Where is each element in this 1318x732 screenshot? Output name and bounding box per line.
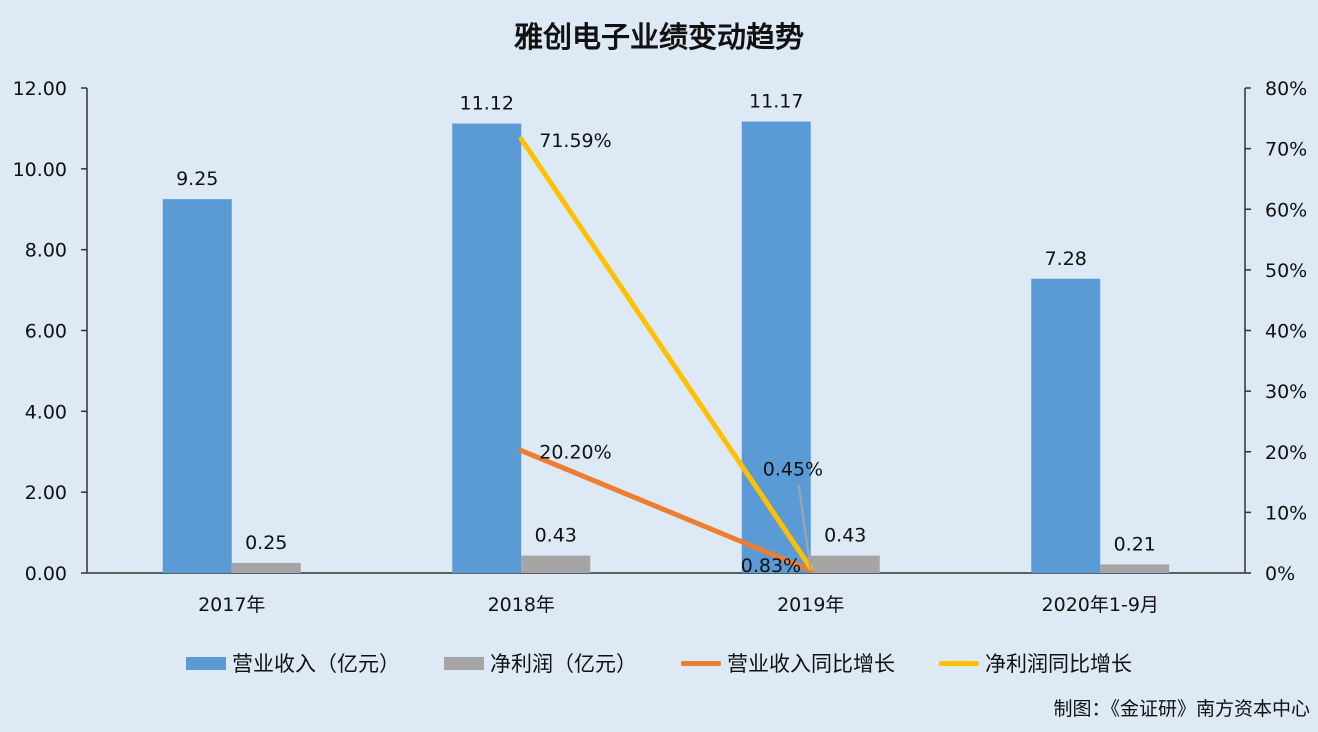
x-tick-label: 2017年 (198, 594, 265, 616)
y-left-tick-label: 12.00 (13, 78, 67, 100)
x-tick-label: 2020年1-9月 (1042, 594, 1159, 616)
legend-swatch-profit-growth (939, 660, 979, 666)
profit-bar (231, 562, 301, 573)
y-right-tick-label: 10% (1265, 502, 1307, 524)
y-right-tick-label: 0% (1265, 563, 1295, 585)
y-right-tick-label: 30% (1265, 381, 1307, 403)
legend-label-profit-growth: 净利润同比增长 (985, 652, 1132, 676)
legend-label-revenue-growth: 营业收入同比增长 (727, 652, 895, 676)
credit-text: 制图：《金证研》南方资本中心 (1053, 698, 1310, 720)
profit-bar (521, 555, 591, 573)
revenue-bar (452, 123, 522, 574)
profit-bar (1100, 564, 1170, 573)
y-right-tick-label: 80% (1265, 78, 1307, 100)
y-left-tick-label: 4.00 (25, 401, 67, 423)
revenue-bar (741, 121, 811, 573)
legend-swatch-profit (444, 656, 484, 670)
y-left-tick-label: 8.00 (25, 240, 67, 262)
y-left-tick-label: 2.00 (25, 482, 67, 504)
leader-line (797, 485, 812, 571)
chart-title: 雅创电子业绩变动趋势 (513, 20, 804, 54)
y-right-tick-label: 60% (1265, 199, 1307, 221)
legend-swatch-revenue-growth (681, 660, 721, 666)
legend-label-revenue: 营业收入（亿元） (232, 652, 400, 676)
revenue-growth-label: 0.45% (763, 458, 823, 480)
y-right-tick-label: 70% (1265, 139, 1307, 161)
legend-swatch-revenue (186, 656, 226, 670)
revenue-bar (1031, 278, 1101, 573)
legend-item-profit-growth: 净利润同比增长 (939, 648, 1132, 678)
revenue-bar-label: 9.25 (176, 168, 218, 190)
revenue-bar (162, 199, 232, 574)
revenue-bar-label: 11.12 (460, 93, 514, 115)
profit-growth-line (518, 136, 814, 571)
profit-bar-label: 0.43 (535, 525, 577, 547)
revenue-bar-label: 11.17 (749, 91, 803, 113)
x-tick-label: 2019年 (777, 594, 844, 616)
profit-bar-label: 0.21 (1114, 534, 1156, 556)
revenue-bar-label: 7.28 (1045, 248, 1087, 270)
profit-bar-label: 0.43 (824, 525, 866, 547)
profit-growth-label: 71.59% (539, 130, 611, 152)
y-right-tick-label: 40% (1265, 321, 1307, 343)
x-tick-label: 2018年 (488, 594, 555, 616)
legend-item-revenue-growth: 营业收入同比增长 (681, 648, 895, 678)
profit-bar-label: 0.25 (245, 532, 287, 554)
profit-growth-label: 0.83% (741, 555, 801, 577)
y-right-tick-label: 50% (1265, 260, 1307, 282)
legend-item-revenue: 营业收入（亿元） (186, 648, 400, 678)
y-left-tick-label: 6.00 (25, 321, 67, 343)
legend: 营业收入（亿元） 净利润（亿元） 营业收入同比增长 净利润同比增长 (0, 648, 1318, 678)
bar-line-chart: 0.00 2.00 4.00 6.00 8.00 10.00 12.00 0% 10% 20% 30… (13, 78, 1308, 616)
legend-label-profit: 净利润（亿元） (490, 652, 637, 676)
profit-bar (810, 555, 880, 573)
legend-item-profit: 净利润（亿元） (444, 648, 637, 678)
y-right-tick-label: 20% (1265, 442, 1307, 464)
revenue-growth-label: 20.20% (539, 442, 611, 464)
revenue-growth-line (518, 448, 814, 573)
y-left-tick-label: 10.00 (13, 159, 67, 181)
y-left-tick-label: 0.00 (25, 563, 67, 585)
